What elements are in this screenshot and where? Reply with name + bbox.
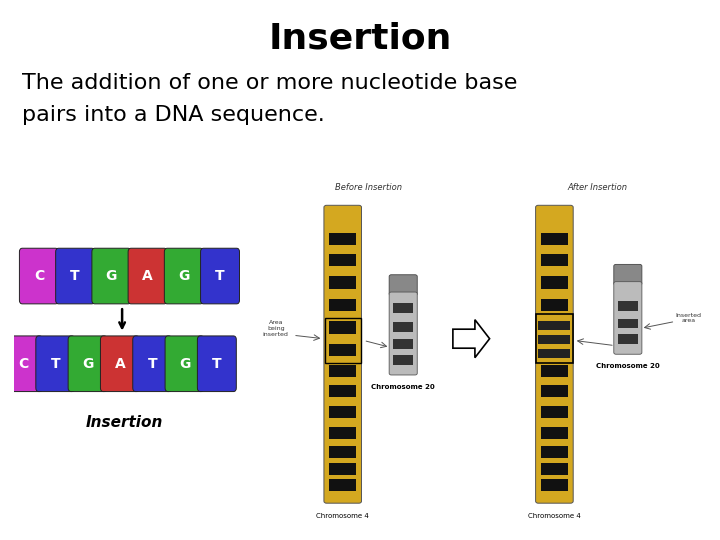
FancyBboxPatch shape <box>613 282 642 354</box>
FancyBboxPatch shape <box>92 248 131 304</box>
FancyBboxPatch shape <box>36 336 75 392</box>
Text: G: G <box>178 269 189 283</box>
Bar <box>329 406 356 418</box>
Bar <box>329 254 356 266</box>
FancyBboxPatch shape <box>128 248 167 304</box>
Bar <box>541 446 568 458</box>
Bar <box>541 254 568 266</box>
FancyBboxPatch shape <box>164 248 203 304</box>
Bar <box>541 478 568 491</box>
FancyBboxPatch shape <box>536 314 573 363</box>
Text: C: C <box>34 269 44 283</box>
Bar <box>394 303 413 313</box>
Bar <box>618 301 638 311</box>
Bar <box>618 334 638 344</box>
Text: Chromosome 4: Chromosome 4 <box>528 513 581 519</box>
Text: Area
being
inserted: Area being inserted <box>263 320 289 336</box>
Text: A: A <box>142 269 153 283</box>
Bar <box>541 299 568 311</box>
FancyBboxPatch shape <box>324 205 361 503</box>
Text: Insertion: Insertion <box>269 22 451 56</box>
Text: G: G <box>82 357 94 371</box>
Text: Before Insertion: Before Insertion <box>335 183 402 192</box>
Text: T: T <box>212 357 222 371</box>
Bar <box>541 233 568 245</box>
FancyBboxPatch shape <box>390 275 418 295</box>
Bar <box>325 318 361 363</box>
Bar <box>329 276 356 288</box>
Bar <box>541 364 568 377</box>
Bar <box>329 233 356 245</box>
Text: Inserted
area: Inserted area <box>675 313 701 323</box>
Bar <box>541 276 568 288</box>
Bar <box>329 478 356 491</box>
Text: Chromosome 4: Chromosome 4 <box>316 513 369 519</box>
Bar <box>394 355 413 365</box>
FancyBboxPatch shape <box>201 248 240 304</box>
Bar <box>329 463 356 475</box>
Text: Chromosome 20: Chromosome 20 <box>372 383 435 390</box>
Bar <box>541 344 568 356</box>
FancyBboxPatch shape <box>197 336 236 392</box>
Text: G: G <box>179 357 190 371</box>
Polygon shape <box>453 320 490 357</box>
Text: pairs into a DNA sequence.: pairs into a DNA sequence. <box>22 105 324 125</box>
Text: After Insertion: After Insertion <box>567 183 628 192</box>
Bar <box>394 322 413 332</box>
Bar <box>618 319 638 328</box>
Text: C: C <box>18 357 28 371</box>
Bar <box>329 364 356 377</box>
Bar <box>329 386 356 397</box>
FancyBboxPatch shape <box>19 248 58 304</box>
Bar <box>541 321 568 334</box>
FancyBboxPatch shape <box>390 292 418 375</box>
FancyBboxPatch shape <box>101 336 140 392</box>
Text: G: G <box>106 269 117 283</box>
Bar <box>329 446 356 458</box>
Bar <box>541 386 568 397</box>
Bar <box>539 335 570 344</box>
Bar <box>329 427 356 439</box>
Bar <box>541 427 568 439</box>
FancyBboxPatch shape <box>4 336 42 392</box>
Bar <box>329 321 356 334</box>
Text: The addition of one or more nucleotide base: The addition of one or more nucleotide b… <box>22 73 517 93</box>
Text: T: T <box>71 269 80 283</box>
Text: Chromosome 20: Chromosome 20 <box>596 363 660 369</box>
FancyBboxPatch shape <box>536 205 573 503</box>
FancyBboxPatch shape <box>613 265 642 285</box>
Bar <box>394 339 413 349</box>
FancyBboxPatch shape <box>132 336 171 392</box>
Text: T: T <box>148 357 157 371</box>
Bar <box>329 344 356 356</box>
Bar <box>329 299 356 311</box>
Bar <box>539 321 570 330</box>
Text: A: A <box>114 357 125 371</box>
Bar <box>539 349 570 357</box>
Text: T: T <box>50 357 60 371</box>
FancyBboxPatch shape <box>165 336 204 392</box>
Text: T: T <box>215 269 225 283</box>
Text: Insertion: Insertion <box>86 415 163 430</box>
FancyBboxPatch shape <box>68 336 107 392</box>
FancyBboxPatch shape <box>55 248 94 304</box>
Bar <box>541 406 568 418</box>
Bar <box>541 463 568 475</box>
